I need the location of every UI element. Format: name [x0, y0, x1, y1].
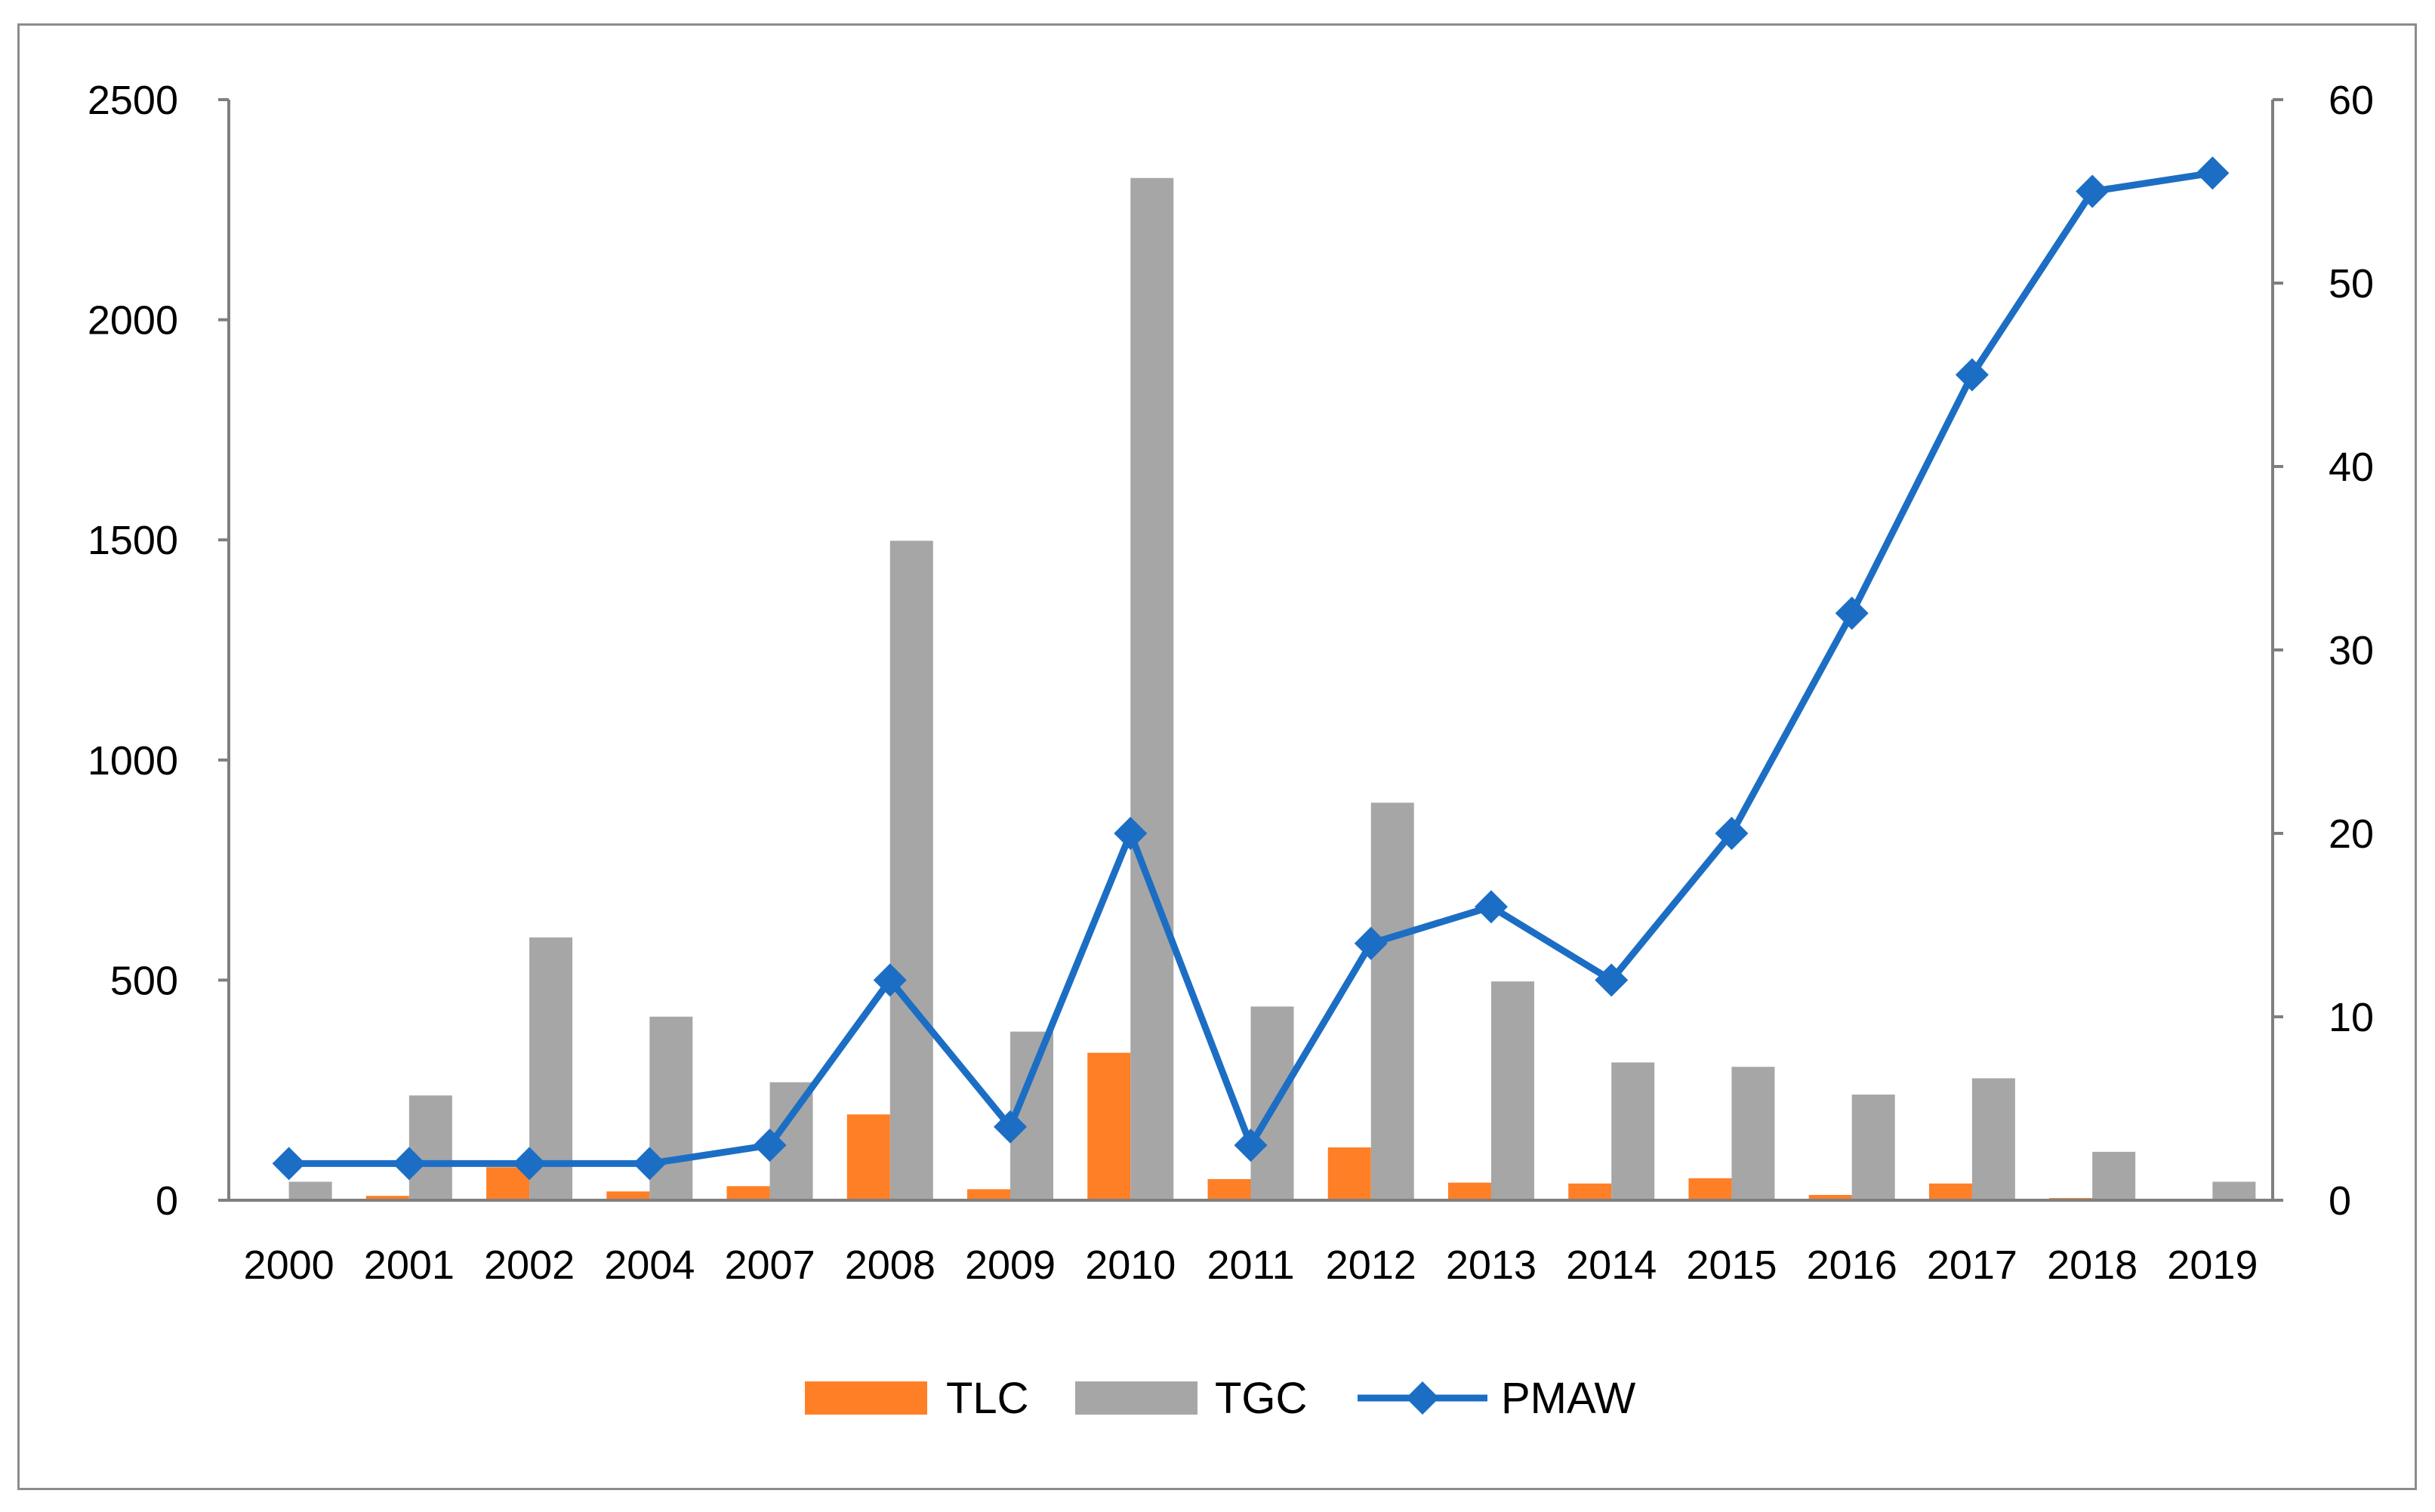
- legend-swatch-tgc: [1075, 1381, 1197, 1415]
- right-tick-label: 50: [2329, 261, 2374, 306]
- bar-tlc-2017: [1928, 1183, 1972, 1200]
- line-layer: [272, 156, 2230, 1181]
- x-tick-label-2009: 2009: [965, 1243, 1056, 1288]
- pmaw-marker-2004: [633, 1147, 667, 1181]
- pmaw-marker-2013: [1474, 890, 1508, 924]
- pmaw-marker-2015: [1715, 817, 1749, 850]
- pmaw-marker-2016: [1835, 596, 1869, 630]
- bar-tlc-2012: [1327, 1147, 1371, 1200]
- x-tick-label-2019: 2019: [2167, 1243, 2258, 1288]
- pmaw-marker-2019: [2196, 156, 2230, 190]
- x-tick-label-2018: 2018: [2047, 1243, 2138, 1288]
- bar-tlc-2007: [726, 1186, 770, 1200]
- bar-tlc-2001: [365, 1196, 409, 1200]
- bar-tlc-2008: [846, 1114, 890, 1200]
- pmaw-marker-2017: [1955, 358, 1989, 392]
- bar-tlc-2014: [1568, 1183, 1612, 1200]
- pmaw-marker-2012: [1354, 926, 1388, 960]
- bar-tgc-2015: [1731, 1067, 1775, 1200]
- axes-layer: [218, 98, 2283, 1202]
- x-tick-label-2007: 2007: [724, 1243, 815, 1288]
- x-tick-label-2012: 2012: [1326, 1243, 1416, 1288]
- bar-tlc-2013: [1447, 1182, 1491, 1200]
- x-tick-label-2016: 2016: [1807, 1243, 1897, 1288]
- bar-tgc-2008: [889, 540, 933, 1200]
- pmaw-marker-2007: [753, 1129, 787, 1162]
- x-tick-label-2011: 2011: [1207, 1243, 1294, 1288]
- x-tick-label-2015: 2015: [1686, 1243, 1777, 1288]
- pmaw-marker-2018: [2076, 174, 2110, 208]
- bar-tlc-2015: [1688, 1178, 1732, 1200]
- left-tick-label: 1500: [88, 518, 178, 563]
- pmaw-marker-2002: [513, 1147, 547, 1181]
- x-tick-label-2001: 2001: [364, 1243, 455, 1288]
- right-tick-label: 60: [2329, 78, 2374, 123]
- x-tick-label-2000: 2000: [244, 1243, 334, 1288]
- pmaw-marker-2008: [873, 963, 907, 997]
- x-tick-label-2010: 2010: [1085, 1243, 1176, 1288]
- legend-swatch-pmaw-marker: [1406, 1381, 1439, 1415]
- left-tick-label: 1000: [88, 738, 178, 784]
- bar-tgc-2017: [1971, 1078, 2015, 1200]
- bar-tgc-2018: [2092, 1151, 2136, 1200]
- right-tick-label: 20: [2329, 811, 2374, 857]
- bar-tgc-2000: [288, 1181, 332, 1200]
- ticks-layer: 0 500 1000 1500 2000 2500 0 10 20 30 40 50 60 2000 200…: [88, 78, 2374, 1288]
- x-tick-label-2017: 2017: [1927, 1243, 2017, 1288]
- bar-tlc-2016: [1808, 1195, 1852, 1200]
- legend-label-pmaw: PMAW: [1501, 1374, 1636, 1423]
- bar-tlc-2010: [1087, 1052, 1131, 1200]
- chart-frame: 0 500 1000 1500 2000 2500 0 10 20 30 40 50 60 2000 200…: [17, 23, 2417, 1490]
- right-tick-label: 0: [2329, 1178, 2351, 1224]
- pmaw-marker-2011: [1234, 1129, 1268, 1162]
- bar-tlc-2009: [967, 1189, 1011, 1200]
- bar-tgc-2014: [1611, 1062, 1655, 1200]
- x-tick-label-2004: 2004: [604, 1243, 695, 1288]
- bar-tgc-2019: [2212, 1181, 2256, 1200]
- x-tick-label-2008: 2008: [845, 1243, 935, 1288]
- bar-tgc-2010: [1130, 177, 1174, 1201]
- legend-label-tlc: TLC: [946, 1374, 1029, 1423]
- bar-tgc-2016: [1851, 1095, 1895, 1200]
- bar-tlc-2011: [1207, 1179, 1251, 1200]
- left-tick-label: 500: [110, 958, 178, 1003]
- pmaw-marker-2001: [392, 1147, 426, 1181]
- pmaw-marker-2014: [1595, 963, 1629, 997]
- left-tick-label: 2000: [88, 298, 178, 343]
- legend-swatch-tlc: [805, 1381, 927, 1415]
- pmaw-marker-2009: [994, 1110, 1028, 1144]
- left-tick-label: 0: [156, 1178, 178, 1224]
- chart-svg: 0 500 1000 1500 2000 2500 0 10 20 30 40 50 60 2000 200…: [88, 78, 2374, 1423]
- pmaw-marker-2010: [1114, 817, 1148, 850]
- right-tick-label: 30: [2329, 628, 2374, 673]
- bars-layer: [288, 177, 2256, 1201]
- legend-layer: TLC TGC PMAW: [805, 1374, 1636, 1423]
- bar-tlc-2004: [606, 1191, 650, 1200]
- x-tick-label-2013: 2013: [1446, 1243, 1537, 1288]
- bar-tgc-2001: [408, 1095, 452, 1200]
- legend-label-tgc: TGC: [1215, 1374, 1307, 1423]
- bar-tgc-2013: [1490, 981, 1534, 1200]
- right-tick-label: 40: [2329, 445, 2374, 490]
- left-tick-label: 2500: [88, 78, 178, 123]
- x-tick-label-2014: 2014: [1566, 1243, 1657, 1288]
- bar-tgc-2012: [1370, 802, 1414, 1200]
- x-tick-label-2002: 2002: [484, 1243, 575, 1288]
- pmaw-marker-2000: [272, 1147, 306, 1181]
- right-tick-label: 10: [2329, 995, 2374, 1040]
